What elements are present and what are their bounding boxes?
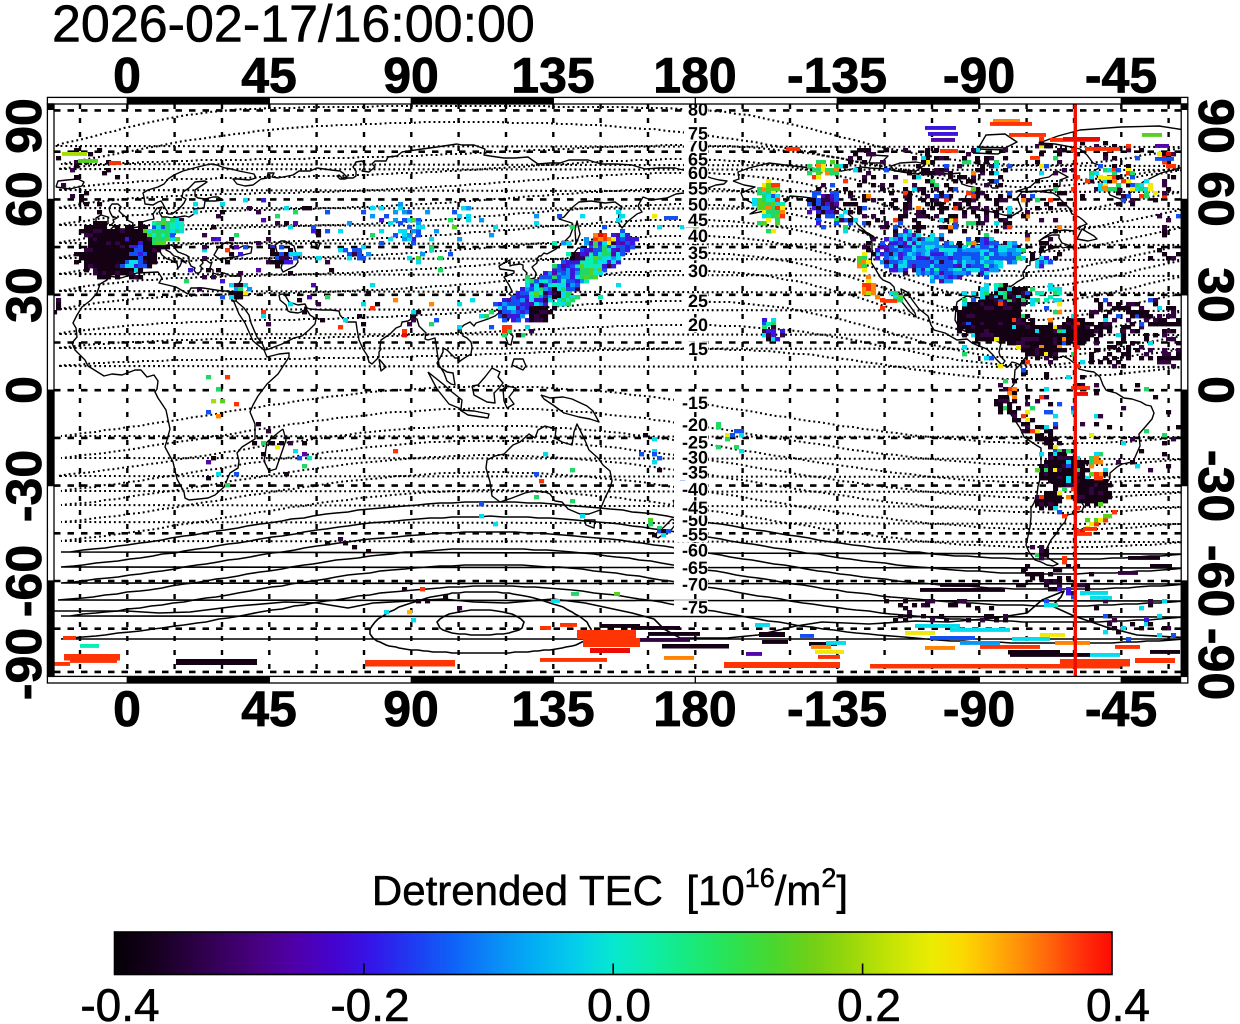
svg-text:-25: -25 bbox=[682, 433, 708, 453]
svg-text:180: 180 bbox=[653, 681, 736, 737]
svg-text:-0.2: -0.2 bbox=[330, 979, 409, 1024]
svg-text:0.4: 0.4 bbox=[1086, 979, 1150, 1024]
svg-text:-70: -70 bbox=[682, 575, 708, 595]
svg-text:30: 30 bbox=[688, 261, 708, 281]
svg-text:-135: -135 bbox=[787, 681, 887, 737]
svg-text:Detrended TEC [1016/m2]: Detrended TEC [1016/m2] bbox=[372, 863, 848, 914]
svg-text:135: 135 bbox=[511, 48, 594, 104]
svg-text:0: 0 bbox=[1188, 376, 1240, 404]
svg-text:-40: -40 bbox=[682, 480, 708, 500]
svg-text:-60: -60 bbox=[682, 541, 708, 561]
svg-text:60: 60 bbox=[0, 171, 52, 227]
svg-text:-135: -135 bbox=[787, 48, 887, 104]
svg-text:75: 75 bbox=[688, 124, 708, 144]
svg-text:55: 55 bbox=[688, 179, 708, 199]
svg-text:-65: -65 bbox=[682, 558, 708, 578]
svg-text:-60: -60 bbox=[0, 545, 52, 617]
svg-text:-30: -30 bbox=[682, 448, 708, 468]
svg-text:0: 0 bbox=[113, 48, 141, 104]
svg-text:90: 90 bbox=[383, 681, 439, 737]
svg-text:45: 45 bbox=[688, 210, 708, 230]
svg-text:-90: -90 bbox=[943, 681, 1015, 737]
svg-text:135: 135 bbox=[511, 681, 594, 737]
svg-text:15: 15 bbox=[688, 339, 708, 359]
svg-text:0: 0 bbox=[0, 376, 52, 404]
svg-text:50: 50 bbox=[688, 195, 708, 215]
svg-text:-35: -35 bbox=[682, 463, 708, 483]
svg-text:-90: -90 bbox=[1188, 628, 1240, 700]
svg-text:80: 80 bbox=[688, 100, 708, 120]
svg-text:-45: -45 bbox=[1085, 681, 1157, 737]
svg-text:40: 40 bbox=[688, 226, 708, 246]
svg-text:-30: -30 bbox=[0, 450, 52, 522]
svg-text:30: 30 bbox=[0, 267, 52, 323]
svg-text:-75: -75 bbox=[682, 598, 708, 618]
svg-text:35: 35 bbox=[688, 243, 708, 263]
svg-text:180: 180 bbox=[653, 48, 736, 104]
svg-text:-45: -45 bbox=[1085, 48, 1157, 104]
svg-text:60: 60 bbox=[1188, 171, 1240, 227]
svg-text:90: 90 bbox=[0, 98, 52, 154]
svg-text:0: 0 bbox=[113, 681, 141, 737]
svg-text:30: 30 bbox=[1188, 267, 1240, 323]
svg-text:-60: -60 bbox=[1188, 545, 1240, 617]
svg-text:-55: -55 bbox=[682, 525, 708, 545]
svg-text:-90: -90 bbox=[0, 628, 52, 700]
svg-text:60: 60 bbox=[688, 163, 708, 183]
svg-text:45: 45 bbox=[241, 681, 297, 737]
svg-text:-45: -45 bbox=[682, 498, 708, 518]
svg-text:-30: -30 bbox=[1188, 450, 1240, 522]
svg-text:20: 20 bbox=[688, 315, 708, 335]
svg-text:65: 65 bbox=[688, 149, 708, 169]
svg-text:-0.4: -0.4 bbox=[80, 979, 159, 1024]
svg-text:25: 25 bbox=[688, 291, 708, 311]
svg-text:0.2: 0.2 bbox=[837, 979, 901, 1024]
svg-text:-90: -90 bbox=[943, 48, 1015, 104]
svg-text:90: 90 bbox=[1188, 98, 1240, 154]
svg-text:-15: -15 bbox=[682, 393, 708, 413]
svg-text:0.0: 0.0 bbox=[587, 979, 651, 1024]
svg-text:2026-02-17/16:00:00: 2026-02-17/16:00:00 bbox=[52, 0, 535, 54]
svg-text:90: 90 bbox=[383, 48, 439, 104]
svg-text:45: 45 bbox=[241, 48, 297, 104]
svg-text:-20: -20 bbox=[682, 415, 708, 435]
